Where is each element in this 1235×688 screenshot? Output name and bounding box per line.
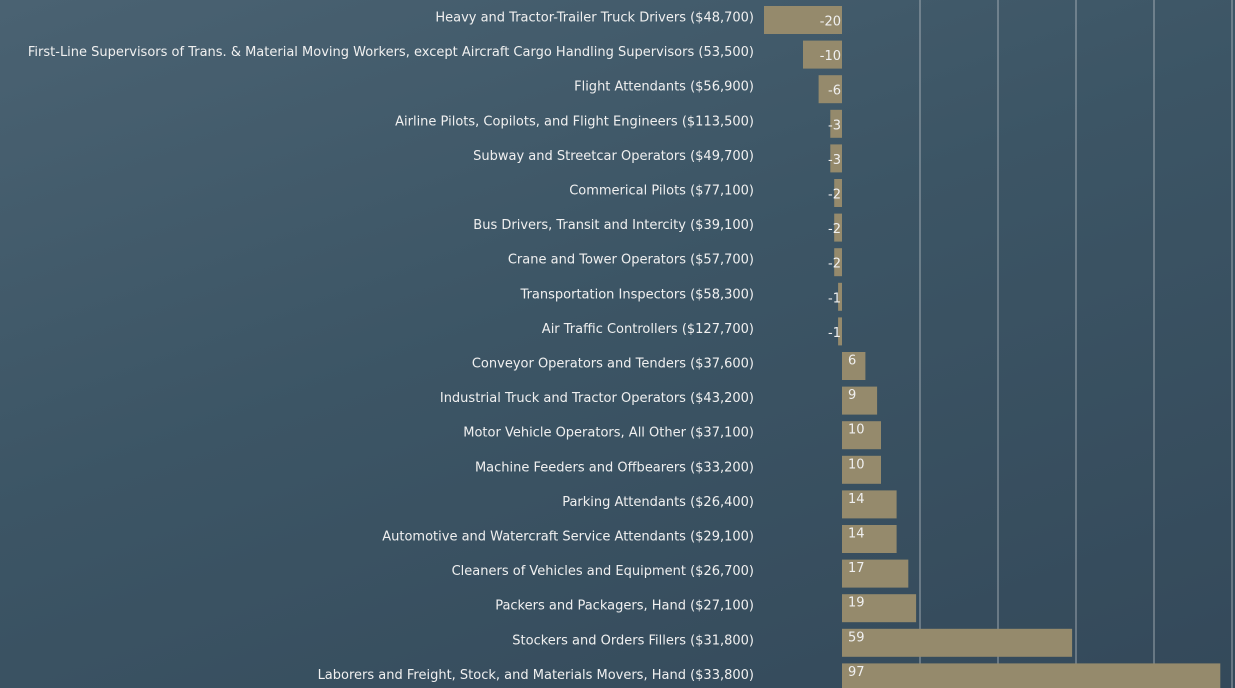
value-label: -2 — [828, 222, 841, 237]
value-label: 6 — [848, 354, 856, 369]
value-label: 17 — [848, 561, 865, 576]
y-tick-label: Automotive and Watercraft Service Attend… — [382, 530, 754, 545]
y-tick-label: Subway and Streetcar Operators ($49,700) — [473, 149, 754, 164]
value-label: -1 — [828, 326, 841, 341]
value-label: 9 — [848, 388, 856, 403]
y-tick-label: Motor Vehicle Operators, All Other ($37,… — [463, 426, 754, 441]
value-label: -2 — [828, 257, 841, 272]
bar — [842, 663, 1220, 688]
y-tick-label: Industrial Truck and Tractor Operators (… — [440, 391, 754, 406]
value-label: -3 — [828, 153, 841, 168]
value-label: -10 — [820, 49, 841, 64]
y-tick-label: Airline Pilots, Copilots, and Flight Eng… — [395, 114, 754, 129]
y-tick-label: Parking Attendants ($26,400) — [562, 495, 754, 510]
y-tick-label: Cleaners of Vehicles and Equipment ($26,… — [452, 564, 754, 579]
y-tick-label: Machine Feeders and Offbearers ($33,200) — [475, 460, 754, 475]
value-label: 10 — [848, 423, 865, 438]
y-tick-label: Conveyor Operators and Tenders ($37,600) — [472, 357, 754, 372]
value-label: -2 — [828, 188, 841, 203]
value-label: -6 — [828, 84, 841, 99]
chart: Heavy and Tractor-Trailer Truck Drivers … — [0, 0, 1235, 688]
bar — [842, 629, 1072, 657]
value-label: -20 — [820, 15, 841, 30]
value-label: 19 — [848, 596, 865, 611]
y-tick-label: Bus Drivers, Transit and Intercity ($39,… — [473, 218, 754, 233]
y-tick-label: Heavy and Tractor-Trailer Truck Drivers … — [435, 11, 754, 26]
y-tick-label: First-Line Supervisors of Trans. & Mater… — [28, 45, 754, 60]
y-tick-label: Packers and Packagers, Hand ($27,100) — [495, 599, 754, 614]
y-tick-label: Flight Attendants ($56,900) — [574, 80, 754, 95]
value-label: 10 — [848, 457, 865, 472]
y-tick-label: Transportation Inspectors ($58,300) — [520, 287, 754, 302]
y-tick-label: Air Traffic Controllers ($127,700) — [542, 322, 754, 337]
y-tick-label: Stockers and Orders Fillers ($31,800) — [512, 633, 754, 648]
y-tick-label: Commerical Pilots ($77,100) — [569, 184, 754, 199]
value-label: 97 — [848, 665, 865, 680]
value-label: 59 — [848, 630, 865, 645]
value-label: -3 — [828, 118, 841, 133]
value-label: 14 — [848, 492, 865, 507]
y-tick-label: Crane and Tower Operators ($57,700) — [508, 253, 754, 268]
y-tick-label: Laborers and Freight, Stock, and Materia… — [318, 668, 754, 683]
value-label: -1 — [828, 291, 841, 306]
value-label: 14 — [848, 527, 865, 542]
